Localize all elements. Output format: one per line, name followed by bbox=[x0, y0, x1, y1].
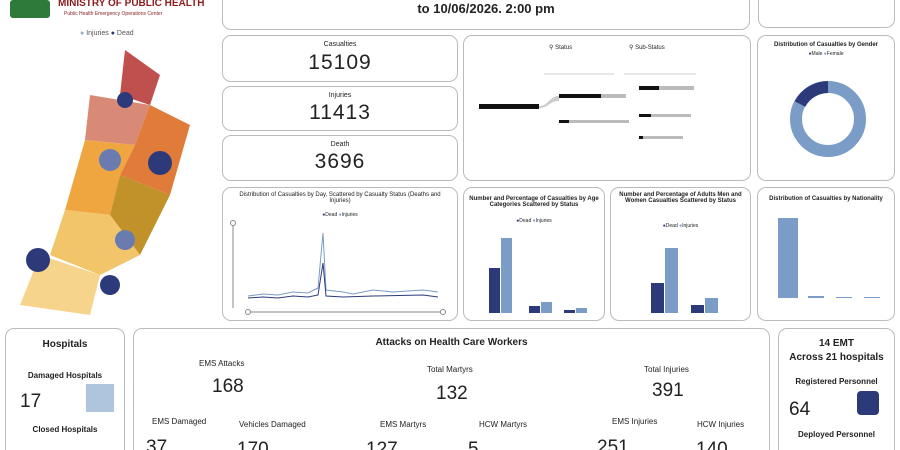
stat-label: EMS Injuries bbox=[612, 417, 658, 426]
emt-card: 14 EMT Across 21 hospitals Registered Pe… bbox=[778, 328, 895, 450]
legend-item: Injuries bbox=[341, 212, 358, 218]
panel-title: Distribution of Casualties by Nationalit… bbox=[769, 196, 883, 202]
date-bar: to 10/06/2026. 2:00 pm bbox=[222, 0, 750, 30]
stat-label: Deployed Personnel bbox=[798, 430, 875, 439]
section-title: 14 EMT bbox=[818, 338, 854, 349]
stat-value: 170 bbox=[237, 439, 269, 450]
legend: ●Male ●Female bbox=[808, 51, 844, 57]
sankey-card: ⚲ Status ⚲ Sub-Status bbox=[463, 35, 751, 181]
legend-item: Male bbox=[811, 51, 823, 57]
stat-label: Closed Hospitals bbox=[32, 425, 98, 434]
legend-item: Injuries bbox=[535, 218, 552, 224]
legend: ●Dead ●Injuries bbox=[516, 218, 552, 224]
legend-item: Injuries bbox=[86, 30, 109, 37]
stat-value: 132 bbox=[436, 383, 468, 404]
ministry: MINISTRY OF PUBLIC HEALTH bbox=[58, 0, 205, 9]
stat-label: Total Injuries bbox=[644, 365, 689, 374]
kpi-value: 11413 bbox=[309, 101, 371, 124]
icon bbox=[86, 384, 114, 412]
center: Public Health Emergency Operations Cente… bbox=[64, 11, 163, 17]
stat-label: Total Martyrs bbox=[427, 365, 473, 374]
legend-item: Female bbox=[826, 51, 844, 57]
stat-label: EMS Attacks bbox=[199, 359, 245, 368]
legend: ●Dead ●Injuries bbox=[322, 212, 358, 218]
filter-label: Sub-Status bbox=[635, 45, 665, 51]
kpi-card: Injuries 11413 bbox=[222, 86, 458, 131]
nationality-card: Distribution of Casualties by Nationalit… bbox=[757, 187, 895, 321]
attacks-card: Attacks on Health Care Workers EMS Attac… bbox=[133, 328, 770, 450]
legend: ●Dead ●Injuries bbox=[662, 223, 699, 229]
section-subtitle: Across 21 hospitals bbox=[789, 352, 884, 363]
icon bbox=[857, 391, 879, 415]
filter-label: Status bbox=[555, 45, 573, 51]
stat-value: 5 bbox=[468, 439, 479, 450]
kpi-card: Death 3696 bbox=[222, 135, 458, 181]
stat-label: EMS Martyrs bbox=[380, 420, 427, 429]
daily-card: Distribution of Casualties by Day, Scatt… bbox=[222, 187, 458, 321]
stat-value: 168 bbox=[212, 376, 244, 397]
stat-value: 17 bbox=[20, 391, 42, 412]
stat-label: HCW Injuries bbox=[697, 420, 745, 429]
age-card: Number and Percentage of Casualties by A… bbox=[463, 187, 605, 321]
legend-item: Dead bbox=[665, 223, 678, 229]
date: to 10/06/2026. 2:00 pm bbox=[417, 1, 555, 16]
stat-label: Vehicles Damaged bbox=[239, 420, 306, 429]
stat-value: 140 bbox=[696, 439, 728, 450]
hospitals-card: Hospitals Damaged Hospitals 17 Closed Ho… bbox=[5, 328, 125, 450]
bars bbox=[651, 248, 718, 313]
legend-item: Dead bbox=[325, 212, 338, 218]
adults-card: Number and Percentage of Adults Men and … bbox=[610, 187, 751, 321]
legend-item: Dead bbox=[519, 218, 532, 224]
kpi-label: Casualties bbox=[323, 41, 357, 48]
map bbox=[20, 50, 190, 315]
bars bbox=[778, 218, 880, 298]
map-legend: ● Injuries ● Dead bbox=[80, 30, 134, 37]
panel-title: Distribution of Casualties by Gender bbox=[773, 42, 878, 48]
kpi-value: 15109 bbox=[308, 51, 372, 74]
filter[interactable]: ⚲ Status bbox=[549, 45, 573, 51]
stat-label: Registered Personnel bbox=[795, 377, 878, 386]
panel-title: Distribution of Casualties by Day, Scatt… bbox=[239, 192, 441, 204]
kpi-label: Injuries bbox=[328, 92, 352, 99]
stat-value: 251 bbox=[597, 437, 629, 450]
kpi-label: Death bbox=[330, 141, 350, 148]
gender-card: Distribution of Casualties by Gender ●Ma… bbox=[757, 35, 895, 181]
filter[interactable]: ⚲ Sub-Status bbox=[629, 45, 665, 51]
kpi-value: 3696 bbox=[314, 150, 366, 173]
stat-value: 64 bbox=[789, 399, 811, 420]
stat-label: Damaged Hospitals bbox=[27, 371, 103, 380]
panel-title: Number and Percentage of Casualties by A… bbox=[469, 196, 599, 208]
section-title: Attacks on Health Care Workers bbox=[375, 337, 528, 348]
legend-item: Dead bbox=[116, 30, 134, 37]
sankey bbox=[479, 73, 696, 139]
legend-item: Injuries bbox=[682, 223, 699, 229]
kpi-card: Casualties 15109 bbox=[222, 35, 458, 82]
stat-value: 391 bbox=[652, 380, 684, 401]
logo bbox=[10, 0, 50, 18]
line-chart bbox=[230, 220, 446, 315]
bars bbox=[489, 238, 587, 313]
stat-label: EMS Damaged bbox=[152, 417, 207, 426]
stat-label: HCW Martyrs bbox=[479, 420, 527, 429]
top-right-box bbox=[758, 0, 895, 28]
stat-value: 37 bbox=[146, 437, 168, 450]
donut bbox=[790, 81, 866, 157]
section-title: Hospitals bbox=[42, 339, 88, 350]
stat-value: 127 bbox=[366, 439, 398, 450]
panel-title: Number and Percentage of Adults Men and … bbox=[619, 192, 742, 204]
